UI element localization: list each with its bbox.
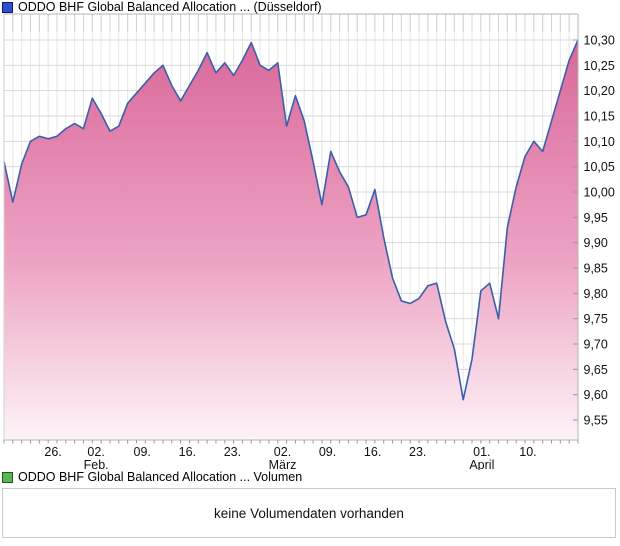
x-axis-label-day: 16. [179, 445, 196, 459]
y-axis-label: 10,20 [584, 84, 615, 98]
x-axis-label-day: 02. [87, 445, 104, 459]
x-axis-ticks [3, 440, 579, 444]
x-axis-label-day: 23. [409, 445, 426, 459]
y-axis-label: 9,90 [584, 236, 608, 250]
price-legend: ODDO BHF Global Balanced Allocation ... … [2, 1, 322, 14]
price-area [4, 40, 578, 440]
x-axis-label-day: 09. [319, 445, 336, 459]
x-axis-label-day: 23. [224, 445, 241, 459]
y-axis-label: 9,95 [584, 211, 608, 225]
x-axis-label-day: 10. [519, 445, 536, 459]
y-axis-label: 9,65 [584, 363, 608, 377]
top-tick-comb [3, 14, 579, 32]
y-axis-label: 9,80 [584, 287, 608, 301]
x-axis-label-day: 16. [364, 445, 381, 459]
y-axis-label: 10,15 [584, 109, 615, 123]
y-axis-label: 9,70 [584, 337, 608, 351]
x-axis-label-day: 26. [44, 445, 61, 459]
y-axis-label: 9,85 [584, 261, 608, 275]
y-axis-label: 10,05 [584, 160, 615, 174]
x-axis-label-month: April [469, 458, 494, 470]
volume-legend: ODDO BHF Global Balanced Allocation ... … [2, 471, 302, 484]
volume-no-data-message: keine Volumendaten vorhanden [214, 505, 404, 521]
price-series-marker-icon [2, 2, 13, 13]
y-axis-ticks [573, 39, 578, 421]
volume-no-data-box: keine Volumendaten vorhanden [2, 488, 616, 538]
y-axis-label: 10,10 [584, 135, 615, 149]
x-axis-label-day: 02. [274, 445, 291, 459]
price-series-label: ODDO BHF Global Balanced Allocation ... … [18, 0, 322, 14]
y-axis-label: 10,25 [584, 59, 615, 73]
y-axis-label: 9,75 [584, 312, 608, 326]
price-chart[interactable]: 10,30 10,25 10,20 10,15 10,10 10,05 10,00 9,95 9… [0, 0, 620, 470]
y-axis-labels: 10,30 10,25 10,20 10,15 10,10 10,05 10,00 9,95 9… [584, 34, 615, 428]
volume-series-label: ODDO BHF Global Balanced Allocation ... … [18, 470, 303, 484]
y-axis-label: 10,30 [584, 34, 615, 48]
y-axis-label: 10,00 [584, 185, 615, 199]
x-axis-label-month: März [269, 458, 297, 470]
x-axis-label-month: Feb. [84, 458, 109, 470]
y-axis-label: 9,55 [584, 413, 608, 427]
x-axis-label-day: 09. [134, 445, 151, 459]
x-axis-label-day: 01. [473, 445, 490, 459]
y-axis-label: 9,60 [584, 388, 608, 402]
volume-series-marker-icon [2, 472, 13, 483]
price-line [3, 39, 579, 401]
